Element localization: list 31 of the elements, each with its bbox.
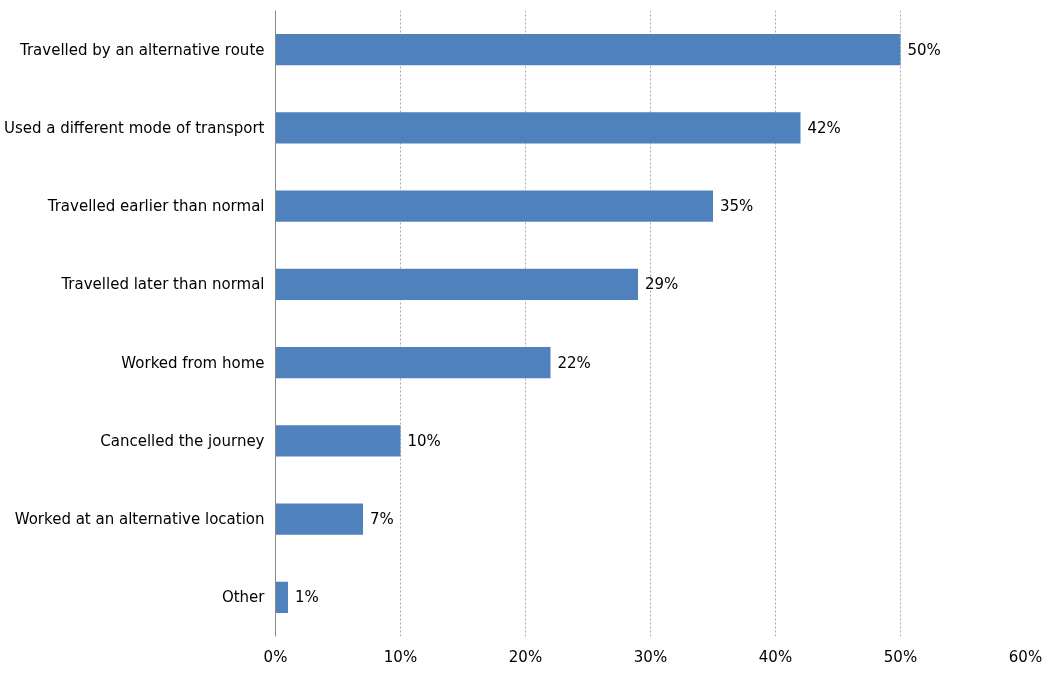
x-tick-label: 0%	[263, 647, 288, 666]
data-label: 22%	[557, 353, 591, 372]
y-tick-label: Travelled by an alternative route	[18, 40, 265, 59]
y-tick-label: Used a different mode of transport	[3, 118, 265, 137]
y-tick-label: Cancelled the journey	[100, 431, 265, 450]
bar	[275, 503, 363, 535]
data-label: 29%	[645, 275, 679, 294]
x-tick-label: 40%	[758, 647, 793, 666]
data-label: 1%	[295, 588, 319, 607]
data-label: 35%	[720, 197, 754, 216]
x-tick-label: 60%	[1008, 647, 1043, 666]
bar	[275, 33, 901, 66]
bar	[275, 425, 401, 457]
y-tick-label: Travelled earlier than normal	[46, 197, 265, 216]
data-label: 50%	[907, 40, 941, 59]
y-tick-label: Worked at an alternative location	[14, 510, 265, 529]
data-label: 10%	[407, 431, 441, 450]
bar	[275, 268, 638, 301]
x-tick-label: 30%	[633, 647, 668, 666]
bar	[275, 346, 551, 379]
bar	[275, 581, 288, 614]
y-tick-label: Travelled later than normal	[60, 275, 265, 294]
y-tick-label: Other	[221, 588, 266, 607]
bar	[275, 112, 801, 144]
x-tick-label: 20%	[508, 647, 543, 666]
data-label: 7%	[370, 510, 394, 529]
x-tick-label: 10%	[383, 647, 418, 666]
y-tick-label: Worked from home	[121, 353, 265, 372]
x-tick-label: 50%	[883, 647, 918, 666]
bar	[275, 190, 713, 222]
data-label: 42%	[807, 118, 841, 137]
